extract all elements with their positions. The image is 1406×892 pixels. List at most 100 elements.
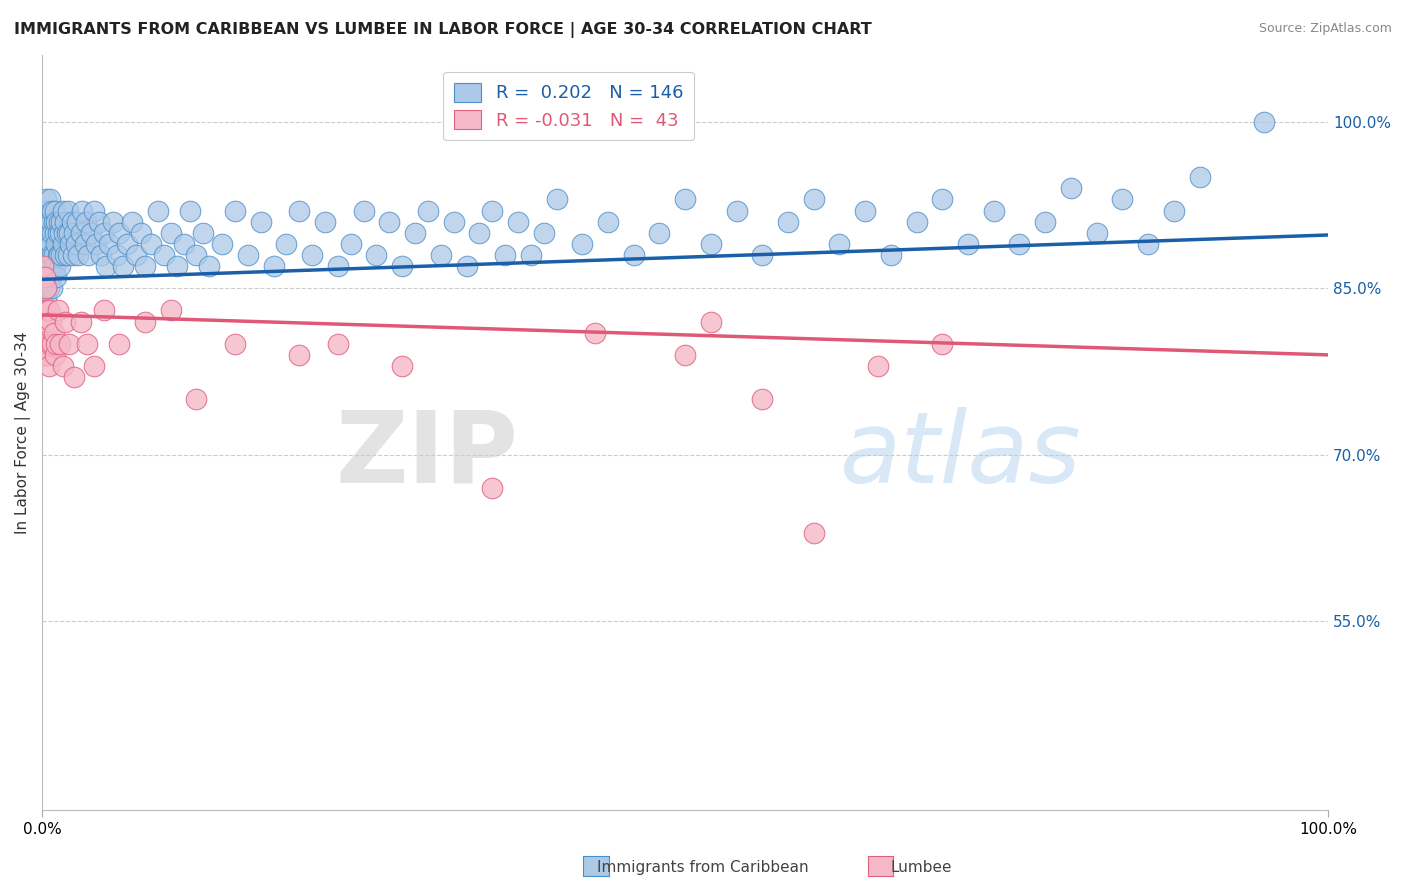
Point	[46, 248, 69, 262]
Point	[44, 203, 66, 218]
Point	[35, 336, 58, 351]
Point	[44, 259, 66, 273]
Point	[129, 226, 152, 240]
Point	[34, 259, 56, 273]
Point	[353, 203, 375, 218]
Point	[1085, 226, 1108, 240]
Point	[725, 203, 748, 218]
Point	[46, 303, 69, 318]
Point	[52, 359, 75, 373]
Point	[905, 215, 928, 229]
Point	[596, 215, 619, 229]
Point	[34, 315, 56, 329]
Point	[53, 226, 76, 240]
Point	[429, 248, 451, 262]
Point	[186, 392, 208, 407]
Point	[125, 248, 148, 262]
Point	[673, 348, 696, 362]
Point	[1163, 203, 1185, 218]
Point	[58, 226, 80, 240]
Point	[468, 226, 491, 240]
Point	[105, 248, 128, 262]
Point	[53, 315, 76, 329]
Point	[134, 315, 156, 329]
Point	[173, 236, 195, 251]
Point	[73, 236, 96, 251]
Point	[159, 303, 181, 318]
Point	[44, 226, 66, 240]
Point	[93, 303, 115, 318]
Point	[77, 248, 100, 262]
Point	[520, 248, 543, 262]
Point	[146, 203, 169, 218]
Point	[32, 259, 55, 273]
Point	[34, 236, 56, 251]
Point	[211, 236, 233, 251]
Point	[38, 281, 60, 295]
Point	[38, 193, 60, 207]
Point	[648, 226, 671, 240]
Point	[39, 236, 62, 251]
Point	[38, 215, 60, 229]
Point	[55, 226, 77, 240]
Point	[179, 203, 201, 218]
Point	[69, 226, 91, 240]
Point	[108, 336, 131, 351]
Legend: R =  0.202   N = 146, R = -0.031   N =  43: R = 0.202 N = 146, R = -0.031 N = 43	[443, 71, 695, 140]
Point	[481, 481, 503, 495]
Point	[134, 259, 156, 273]
Point	[49, 336, 72, 351]
Point	[494, 248, 516, 262]
Point	[41, 336, 63, 351]
Point	[326, 259, 349, 273]
Point	[108, 226, 131, 240]
Point	[63, 226, 86, 240]
Point	[83, 359, 105, 373]
Point	[141, 236, 163, 251]
Point	[90, 248, 112, 262]
Point	[32, 236, 55, 251]
Point	[1111, 193, 1133, 207]
Point	[326, 336, 349, 351]
Point	[38, 248, 60, 262]
Point	[67, 248, 90, 262]
Point	[314, 215, 336, 229]
Point	[1253, 114, 1275, 128]
Point	[45, 236, 67, 251]
Point	[34, 270, 56, 285]
Point	[32, 203, 55, 218]
Point	[56, 203, 79, 218]
Y-axis label: In Labor Force | Age 30-34: In Labor Force | Age 30-34	[15, 331, 31, 533]
Point	[58, 336, 80, 351]
Point	[42, 248, 65, 262]
Point	[416, 203, 439, 218]
Point	[48, 248, 70, 262]
Point	[34, 281, 56, 295]
Point	[236, 248, 259, 262]
Point	[39, 215, 62, 229]
Point	[38, 359, 60, 373]
Point	[853, 203, 876, 218]
Point	[53, 215, 76, 229]
Point	[56, 248, 79, 262]
Point	[121, 215, 143, 229]
Point	[583, 326, 606, 340]
Point	[32, 303, 55, 318]
Point	[51, 215, 73, 229]
Point	[76, 336, 98, 351]
Point	[38, 236, 60, 251]
Point	[45, 336, 67, 351]
Point	[59, 236, 82, 251]
Point	[87, 215, 110, 229]
Point	[34, 215, 56, 229]
Point	[983, 203, 1005, 218]
Point	[41, 281, 63, 295]
Point	[828, 236, 851, 251]
Point	[391, 259, 413, 273]
Point	[700, 315, 723, 329]
Point	[42, 326, 65, 340]
Point	[112, 259, 135, 273]
Point	[931, 336, 953, 351]
Point	[803, 525, 825, 540]
Point	[700, 236, 723, 251]
